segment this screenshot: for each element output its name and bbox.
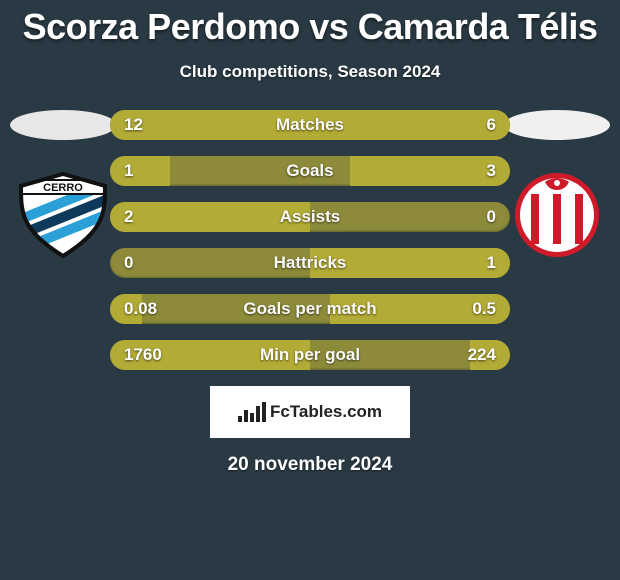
svg-text:CERRO: CERRO: [43, 182, 83, 194]
stat-value-right: 224: [468, 340, 496, 370]
stat-value-right: 6: [487, 110, 496, 140]
fctables-promo: FcTables.com: [210, 386, 410, 438]
club-badge-right: [507, 172, 607, 258]
stat-value-right: 0.5: [472, 294, 496, 324]
player-right-column: [502, 110, 612, 258]
promo-text: FcTables.com: [270, 402, 382, 422]
stat-value-left: 1: [124, 156, 133, 186]
stat-row: Goals1 3: [110, 156, 510, 186]
stat-label: Matches: [110, 110, 510, 140]
stat-label: Goals per match: [110, 294, 510, 324]
stat-row: Matches12 6: [110, 110, 510, 140]
stat-row: Assists2 0: [110, 202, 510, 232]
stat-label: Hattricks: [110, 248, 510, 278]
stat-value-left: 0: [124, 248, 133, 278]
stat-row: Hattricks0 1: [110, 248, 510, 278]
player-left-silhouette: [10, 110, 116, 140]
stat-value-left: 12: [124, 110, 143, 140]
stat-value-right: 0: [487, 202, 496, 232]
footer-date: 20 november 2024: [0, 454, 620, 476]
player-left-column: CERRO: [8, 110, 118, 258]
bar-chart-icon: [238, 402, 266, 422]
stat-label: Min per goal: [110, 340, 510, 370]
page-title: Scorza Perdomo vs Camarda Télis: [0, 0, 620, 48]
stat-value-right: 3: [487, 156, 496, 186]
stat-value-left: 1760: [124, 340, 162, 370]
stat-value-right: 1: [487, 248, 496, 278]
stat-row: Min per goal1760 224: [110, 340, 510, 370]
stat-label: Goals: [110, 156, 510, 186]
stat-row: Goals per match0.08 0.5: [110, 294, 510, 324]
comparison-panel: CERRO Matches126Goals13Assists20H: [0, 110, 620, 370]
club-badge-left: CERRO: [13, 172, 113, 258]
stat-label: Assists: [110, 202, 510, 232]
stat-value-left: 2: [124, 202, 133, 232]
player-right-silhouette: [504, 110, 610, 140]
stat-value-left: 0.08: [124, 294, 157, 324]
stat-bars: Matches126Goals13Assists20Hattricks01Goa…: [110, 110, 510, 370]
subtitle: Club competitions, Season 2024: [0, 62, 620, 82]
